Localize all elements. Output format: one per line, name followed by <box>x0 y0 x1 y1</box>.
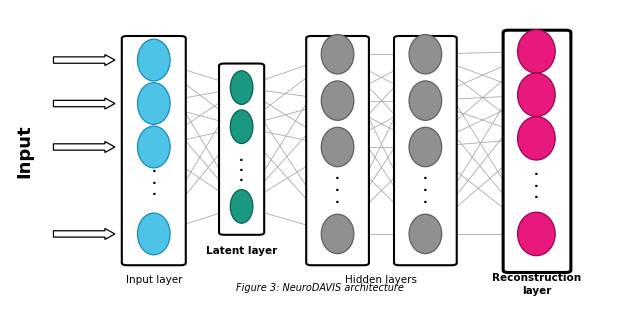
Ellipse shape <box>321 34 354 74</box>
Ellipse shape <box>409 34 442 74</box>
Text: .: . <box>534 188 539 201</box>
Text: Input layer: Input layer <box>125 275 182 285</box>
Ellipse shape <box>230 71 253 104</box>
FancyArrow shape <box>54 141 115 153</box>
Ellipse shape <box>138 39 170 81</box>
Ellipse shape <box>518 117 556 160</box>
FancyBboxPatch shape <box>219 63 264 235</box>
Ellipse shape <box>138 126 170 168</box>
FancyBboxPatch shape <box>394 36 457 265</box>
Ellipse shape <box>518 73 556 117</box>
Text: .: . <box>534 165 539 178</box>
Ellipse shape <box>138 213 170 255</box>
Ellipse shape <box>409 81 442 120</box>
FancyArrow shape <box>54 98 115 109</box>
Text: Latent layer: Latent layer <box>206 246 277 256</box>
Text: .: . <box>239 151 244 164</box>
Text: .: . <box>335 169 340 183</box>
Ellipse shape <box>230 190 253 223</box>
Text: .: . <box>423 181 428 194</box>
Text: Input: Input <box>15 125 33 178</box>
Ellipse shape <box>321 214 354 254</box>
Text: .: . <box>152 162 156 175</box>
Ellipse shape <box>138 83 170 124</box>
Ellipse shape <box>518 212 556 256</box>
Text: Figure 3: NeuroDAVIS architecture: Figure 3: NeuroDAVIS architecture <box>236 283 404 293</box>
Text: .: . <box>423 193 428 206</box>
Text: .: . <box>534 177 539 190</box>
Text: Hidden layers: Hidden layers <box>345 275 417 285</box>
Text: .: . <box>239 171 244 184</box>
Text: .: . <box>423 169 428 183</box>
Text: .: . <box>152 185 156 198</box>
Ellipse shape <box>230 110 253 144</box>
Text: .: . <box>335 193 340 206</box>
Ellipse shape <box>321 127 354 167</box>
FancyBboxPatch shape <box>503 30 571 272</box>
Text: .: . <box>335 181 340 194</box>
Text: .: . <box>239 161 244 174</box>
Text: .: . <box>152 174 156 187</box>
Ellipse shape <box>518 30 556 73</box>
FancyBboxPatch shape <box>306 36 369 265</box>
Ellipse shape <box>409 127 442 167</box>
FancyArrow shape <box>54 228 115 240</box>
Ellipse shape <box>409 214 442 254</box>
FancyBboxPatch shape <box>122 36 186 265</box>
Text: Reconstruction
layer: Reconstruction layer <box>492 273 581 296</box>
Ellipse shape <box>321 81 354 120</box>
FancyArrow shape <box>54 54 115 66</box>
